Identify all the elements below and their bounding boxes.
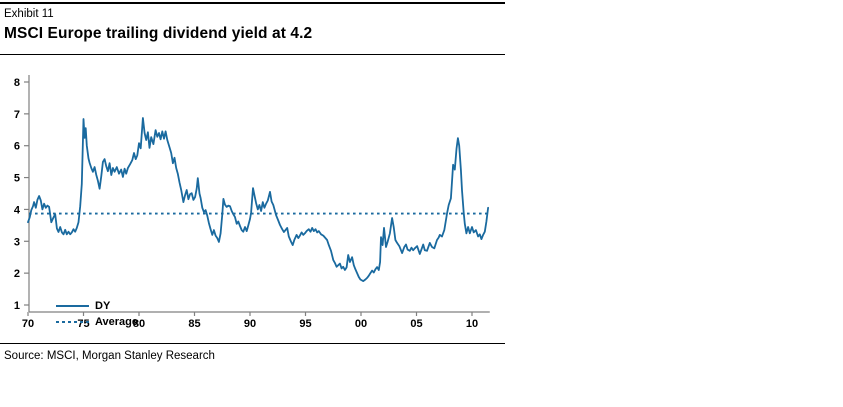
y-tick-label: 2	[14, 268, 20, 280]
x-tick-label: 10	[466, 318, 478, 330]
exhibit-label: Exhibit 11	[4, 8, 54, 20]
x-tick-label: 80	[133, 318, 145, 330]
chart-legend: DY Average	[56, 298, 138, 330]
y-tick-label: 1	[14, 300, 20, 312]
y-tick-label: 6	[14, 141, 20, 153]
x-tick-label: 05	[410, 318, 422, 330]
legend-item-average: Average	[56, 314, 138, 330]
top-rule	[0, 2, 505, 4]
source-line: Source: MSCI, Morgan Stanley Research	[4, 350, 215, 362]
x-tick-label: 00	[355, 318, 367, 330]
y-tick-label: 8	[14, 77, 20, 89]
average-line-swatch	[56, 321, 89, 323]
y-tick-label: 3	[14, 236, 20, 248]
x-tick-label: 90	[244, 318, 256, 330]
page-title: MSCI Europe trailing dividend yield at 4…	[4, 25, 313, 42]
y-tick-label: 5	[14, 173, 20, 185]
footer-rule	[0, 343, 505, 344]
x-tick-label: 85	[188, 318, 200, 330]
title-rule	[0, 54, 505, 55]
dy-line-swatch	[56, 305, 89, 307]
legend-average-label: Average	[95, 316, 139, 328]
legend-item-dy: DY	[56, 298, 138, 314]
y-tick-label: 7	[14, 109, 20, 121]
y-tick-label: 4	[14, 204, 21, 216]
dy-line	[27, 117, 490, 283]
x-tick-label: 95	[299, 318, 311, 330]
dividend-yield-chart: 1 2 3 4 5 6 7 8 70 75 80 85 90 95 00 05 10 DY Average	[0, 55, 530, 355]
legend-dy-label: DY	[95, 300, 111, 312]
x-tick-label: 70	[22, 318, 34, 330]
